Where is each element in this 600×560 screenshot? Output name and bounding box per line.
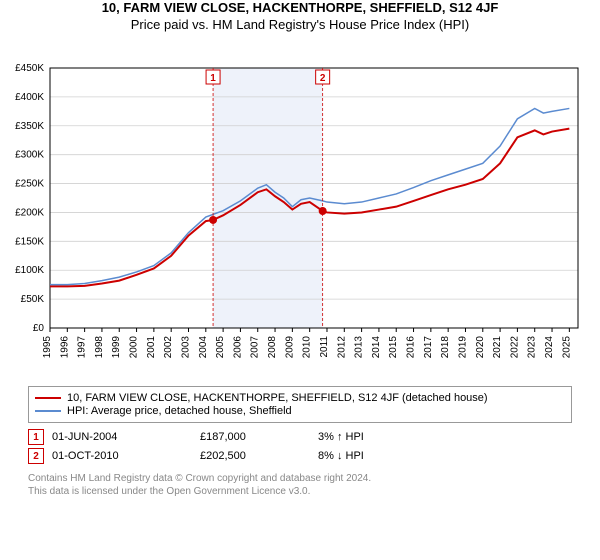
svg-text:2025: 2025: [561, 336, 572, 359]
svg-text:2000: 2000: [129, 336, 140, 359]
legend-swatch: [35, 397, 61, 399]
svg-text:2017: 2017: [423, 336, 434, 359]
svg-text:2012: 2012: [336, 336, 347, 359]
svg-text:1996: 1996: [59, 336, 70, 359]
legend-label: HPI: Average price, detached house, Shef…: [67, 405, 292, 417]
transactions-table: 1 01-JUN-2004 £187,000 3% ↑ HPI 2 01-OCT-2010…: [28, 429, 572, 464]
svg-text:2007: 2007: [250, 336, 261, 359]
svg-text:2019: 2019: [457, 336, 468, 359]
svg-text:2013: 2013: [354, 336, 365, 359]
svg-text:£350K: £350K: [15, 121, 44, 132]
transaction-price: £187,000: [200, 431, 310, 443]
svg-text:2016: 2016: [406, 336, 417, 359]
transaction-badge: 1: [28, 429, 44, 445]
svg-text:1998: 1998: [94, 336, 105, 359]
transaction-row: 1 01-JUN-2004 £187,000 3% ↑ HPI: [28, 429, 572, 445]
transaction-delta: 8% ↓ HPI: [318, 450, 428, 462]
transaction-row: 2 01-OCT-2010 £202,500 8% ↓ HPI: [28, 448, 572, 464]
svg-text:2018: 2018: [440, 336, 451, 359]
svg-text:2003: 2003: [180, 336, 191, 359]
svg-text:£100K: £100K: [15, 265, 44, 276]
footer-line: Contains HM Land Registry data © Crown c…: [28, 472, 572, 485]
svg-text:2021: 2021: [492, 336, 503, 359]
footer-line: This data is licensed under the Open Gov…: [28, 485, 572, 498]
svg-text:2010: 2010: [302, 336, 313, 359]
svg-text:2011: 2011: [319, 336, 330, 358]
footer-attribution: Contains HM Land Registry data © Crown c…: [28, 472, 572, 498]
svg-text:£250K: £250K: [15, 179, 44, 190]
svg-text:£400K: £400K: [15, 92, 44, 103]
svg-text:£50K: £50K: [21, 294, 45, 305]
svg-text:2023: 2023: [527, 336, 538, 359]
legend-label: 10, FARM VIEW CLOSE, HACKENTHORPE, SHEFF…: [67, 392, 488, 404]
svg-text:1995: 1995: [42, 336, 53, 359]
transaction-date: 01-JUN-2004: [52, 431, 192, 443]
legend-swatch: [35, 410, 61, 412]
svg-text:2005: 2005: [215, 336, 226, 359]
legend-row: 10, FARM VIEW CLOSE, HACKENTHORPE, SHEFF…: [35, 392, 565, 404]
page-title: 10, FARM VIEW CLOSE, HACKENTHORPE, SHEFF…: [0, 0, 600, 15]
svg-text:2009: 2009: [284, 336, 295, 359]
legend-row: HPI: Average price, detached house, Shef…: [35, 405, 565, 417]
svg-text:1999: 1999: [111, 336, 122, 359]
svg-text:2024: 2024: [544, 336, 555, 359]
svg-text:£450K: £450K: [15, 63, 44, 74]
svg-text:1: 1: [210, 73, 216, 84]
transaction-price: £202,500: [200, 450, 310, 462]
svg-text:2014: 2014: [371, 336, 382, 359]
legend: 10, FARM VIEW CLOSE, HACKENTHORPE, SHEFF…: [28, 386, 572, 423]
page-subtitle: Price paid vs. HM Land Registry's House …: [0, 17, 600, 32]
svg-text:2001: 2001: [146, 336, 157, 359]
svg-text:£150K: £150K: [15, 236, 44, 247]
svg-text:2022: 2022: [509, 336, 520, 359]
svg-text:2002: 2002: [163, 336, 174, 359]
svg-text:£300K: £300K: [15, 150, 44, 161]
svg-text:2015: 2015: [388, 336, 399, 359]
svg-text:2004: 2004: [198, 336, 209, 359]
transaction-delta: 3% ↑ HPI: [318, 431, 428, 443]
svg-text:2006: 2006: [232, 336, 243, 359]
svg-text:1997: 1997: [77, 336, 88, 359]
transaction-date: 01-OCT-2010: [52, 450, 192, 462]
svg-text:2020: 2020: [475, 336, 486, 359]
svg-text:£0: £0: [33, 323, 45, 334]
transaction-badge: 2: [28, 448, 44, 464]
svg-text:2008: 2008: [267, 336, 278, 359]
price-chart: £0 £50K £100K £150K £200K £250K £300K £350K £400…: [0, 32, 600, 382]
svg-text:£200K: £200K: [15, 207, 44, 218]
svg-text:2: 2: [320, 73, 326, 84]
